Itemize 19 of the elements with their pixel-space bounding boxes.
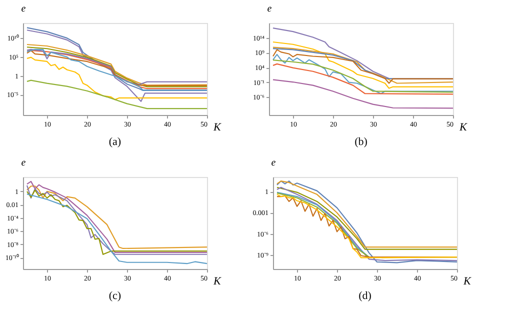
x-axis-title: K: [212, 122, 222, 134]
text: (b): [354, 136, 368, 148]
text: (c): [108, 290, 122, 302]
x-axis-title: K: [462, 276, 472, 288]
line-series: [272, 41, 453, 89]
line-series: [272, 79, 453, 109]
line-series: [272, 54, 453, 94]
y-axis-title: e: [271, 158, 276, 168]
y-axis-title: e: [21, 4, 26, 14]
line-series: [26, 30, 207, 102]
y-axis-title: e: [267, 4, 272, 14]
line-series: [26, 56, 207, 100]
x-axis-title: K: [458, 122, 468, 134]
line-series: [26, 194, 207, 264]
x-axis-title: K: [212, 276, 222, 288]
line-series: [26, 80, 207, 110]
y-axis-title: e: [21, 158, 26, 168]
text: (d): [358, 290, 372, 302]
text: (a): [108, 136, 122, 148]
